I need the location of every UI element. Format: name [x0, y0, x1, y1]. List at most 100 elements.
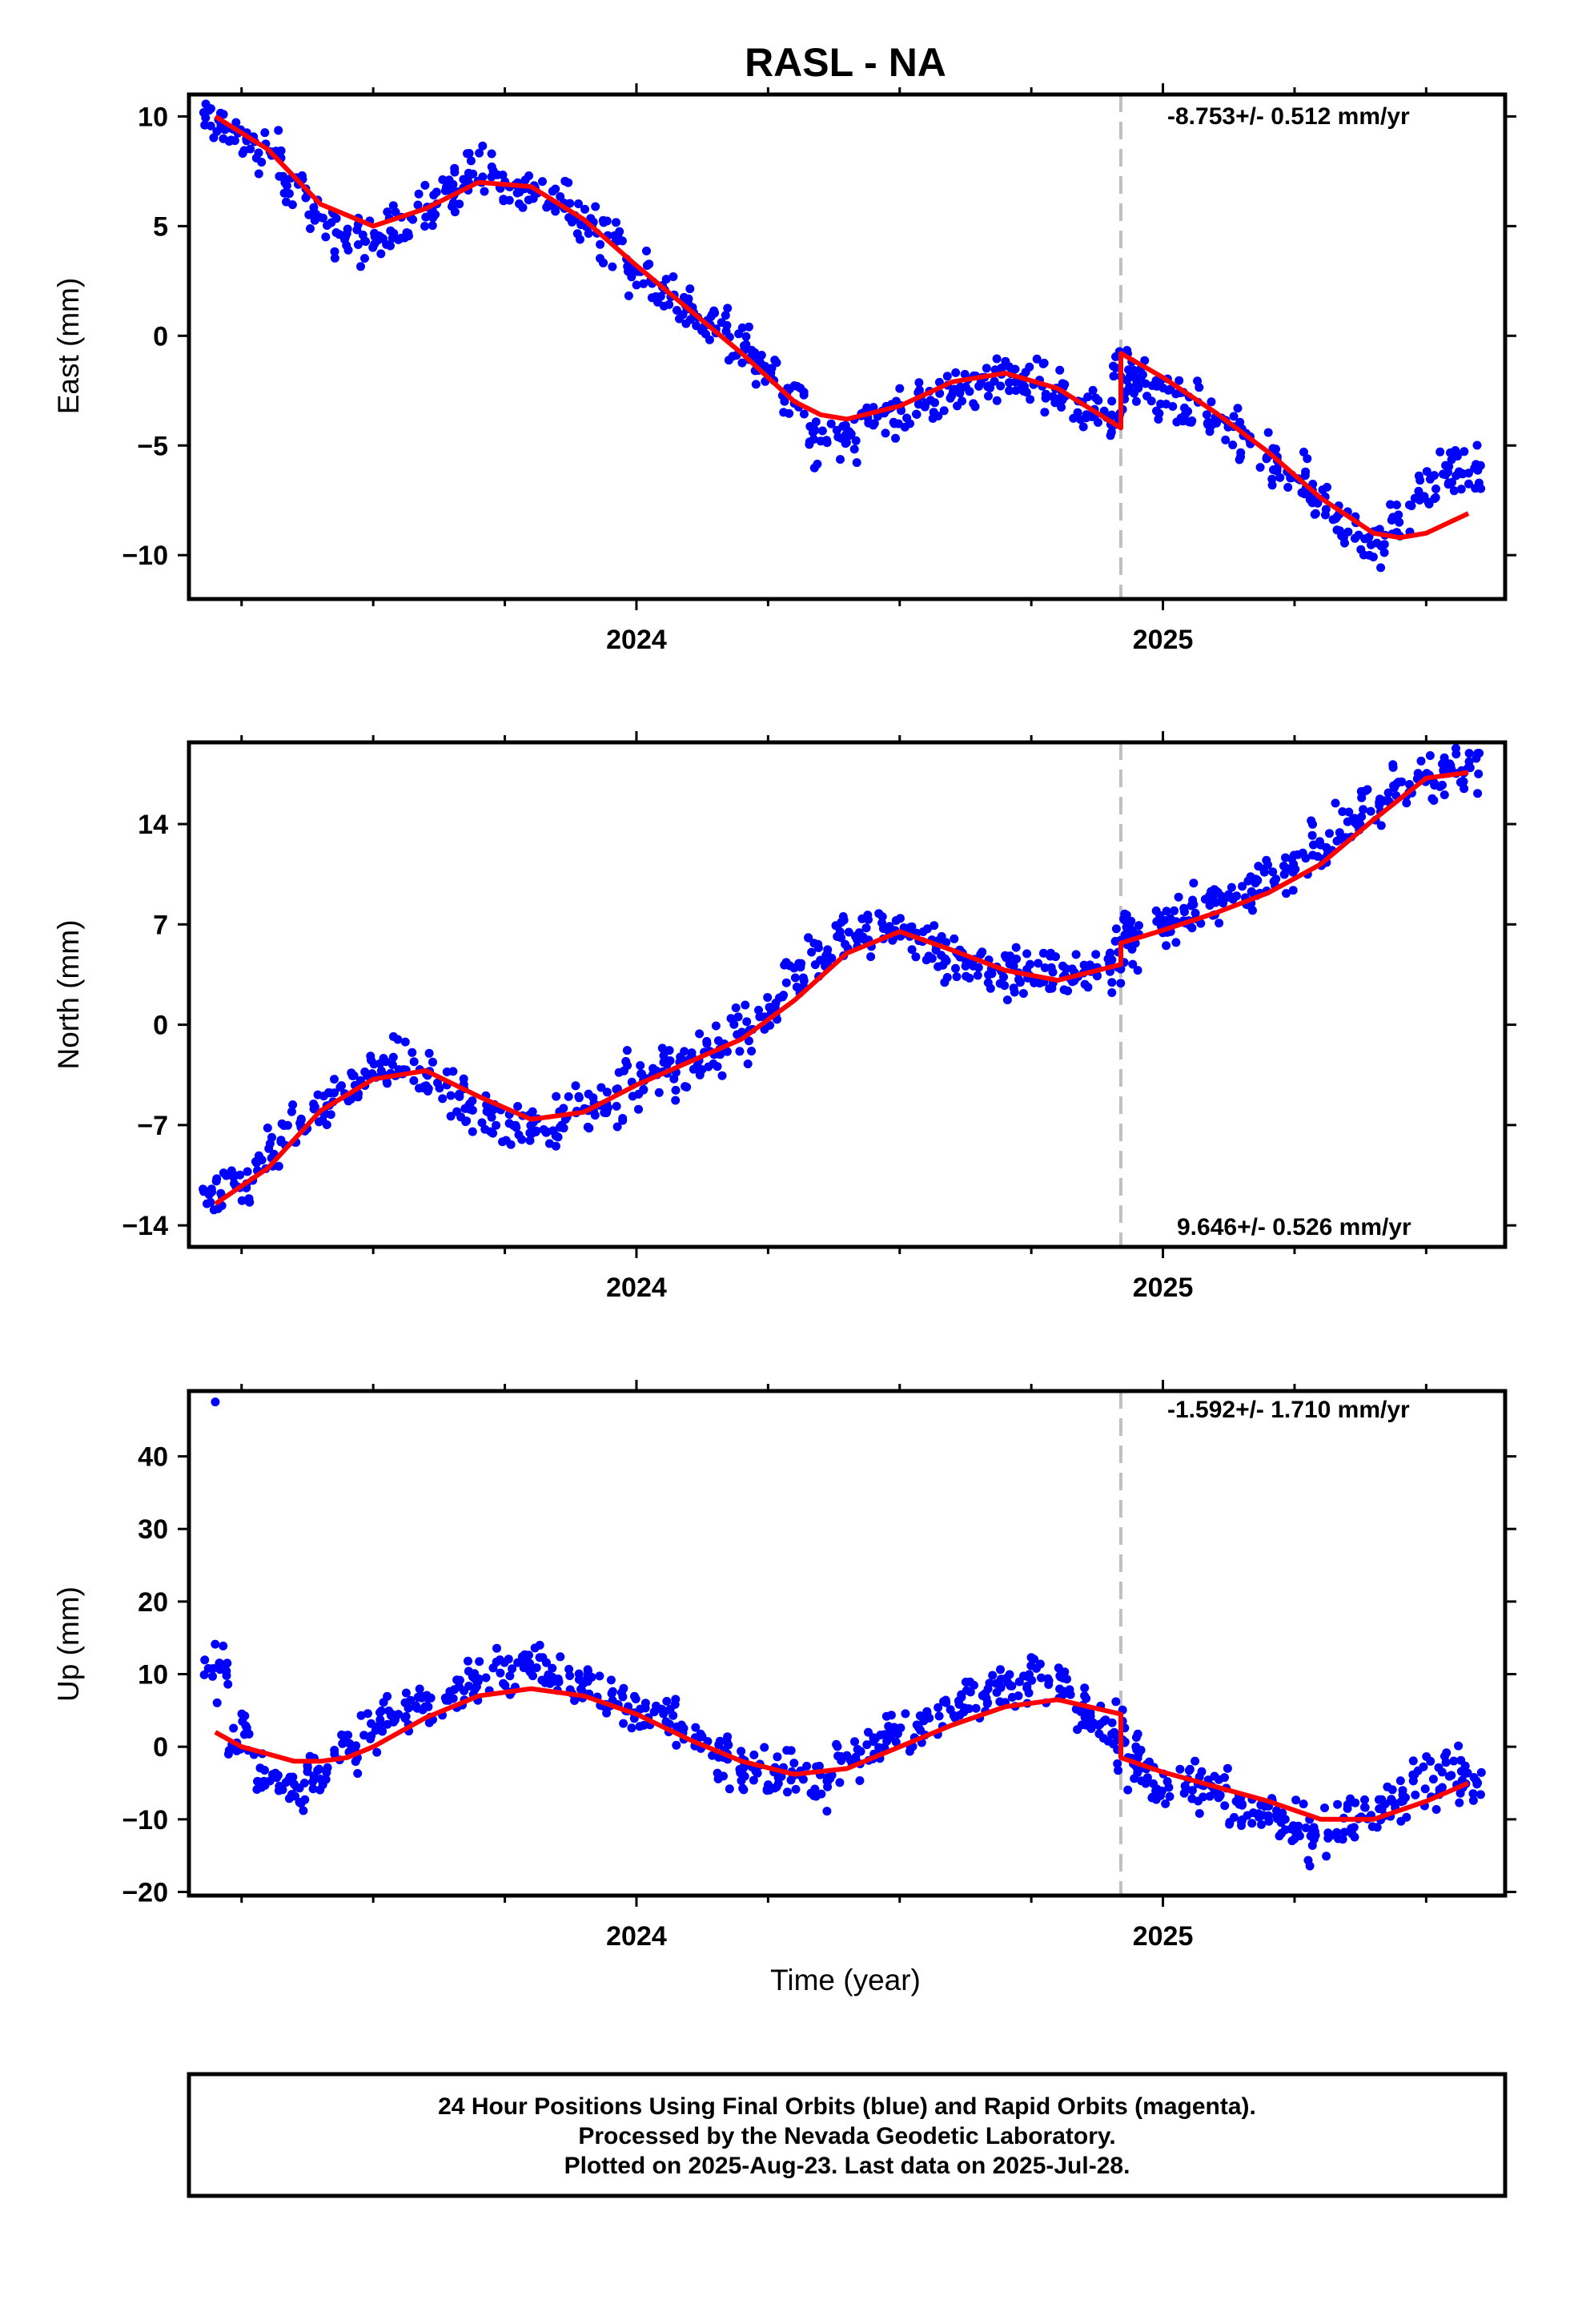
data-point	[826, 419, 836, 428]
data-point	[779, 408, 789, 417]
data-point	[665, 1056, 675, 1065]
data-point	[1018, 989, 1028, 998]
data-point	[356, 262, 365, 271]
data-point	[1425, 751, 1435, 760]
data-point	[309, 1104, 319, 1114]
data-point	[907, 945, 917, 955]
data-point	[760, 1743, 769, 1752]
data-point	[1360, 1795, 1369, 1804]
data-point	[454, 1682, 464, 1691]
plot-frame	[187, 1389, 1508, 1898]
data-point	[798, 1775, 808, 1784]
data-point	[1424, 499, 1434, 509]
data-point	[363, 1709, 372, 1719]
data-point	[608, 262, 617, 271]
data-point	[1456, 485, 1466, 494]
data-point	[1130, 1774, 1139, 1783]
data-point	[1347, 815, 1357, 825]
data-point	[874, 1743, 884, 1752]
data-point	[689, 1064, 698, 1074]
data-point	[359, 1731, 369, 1740]
data-point	[786, 1775, 796, 1785]
data-point	[1438, 469, 1447, 479]
data-point	[590, 1111, 600, 1120]
data-point	[1129, 365, 1138, 375]
data-point	[388, 1052, 398, 1062]
data-point	[1188, 895, 1198, 905]
data-point	[1001, 951, 1010, 960]
data-point	[552, 1092, 561, 1101]
data-point	[1411, 1790, 1420, 1799]
data-point	[990, 376, 999, 386]
y-tick-label: −10	[122, 541, 168, 571]
data-point	[765, 1020, 775, 1030]
data-point	[424, 1702, 433, 1711]
data-point	[654, 1088, 664, 1097]
data-point	[915, 1711, 925, 1720]
data-point	[450, 163, 460, 173]
data-point	[671, 1096, 681, 1105]
data-point	[212, 127, 222, 136]
data-point	[323, 221, 331, 230]
data-point	[583, 1677, 592, 1687]
data-point	[599, 258, 608, 267]
data-point	[1443, 764, 1452, 773]
data-point	[480, 187, 489, 196]
data-point	[1026, 959, 1035, 969]
rate-label-north: 9.646+/- 0.526 mm/yr	[1177, 1214, 1411, 1240]
data-point	[1152, 381, 1162, 391]
data-point	[1386, 500, 1395, 509]
data-point	[1120, 915, 1129, 925]
data-point	[822, 1807, 832, 1816]
data-point	[572, 229, 582, 239]
data-point	[564, 1664, 574, 1674]
data-point	[1080, 979, 1090, 989]
data-point	[986, 983, 995, 993]
data-point	[1038, 948, 1048, 958]
data-point	[387, 233, 397, 243]
data-point	[817, 426, 827, 436]
data-point	[1251, 875, 1261, 884]
data-point	[203, 1663, 213, 1673]
data-point	[951, 963, 960, 973]
data-point	[1015, 978, 1025, 987]
data-point	[461, 1117, 471, 1127]
data-point	[1026, 395, 1035, 404]
data-point	[308, 1784, 318, 1794]
data-point	[488, 1128, 498, 1138]
data-point	[387, 1060, 397, 1069]
data-point	[735, 1764, 745, 1774]
data-point	[779, 991, 789, 1000]
y-tick-label: 10	[138, 102, 168, 132]
data-point	[749, 1750, 759, 1759]
data-point	[1140, 356, 1150, 365]
data-point	[773, 1752, 782, 1762]
data-point	[1211, 898, 1220, 907]
data-point	[1223, 1763, 1232, 1773]
footer-frame	[187, 2072, 1508, 2198]
data-point	[1404, 501, 1414, 509]
data-point	[211, 1176, 221, 1186]
data-point	[1431, 1805, 1441, 1814]
data-point	[1287, 854, 1296, 863]
data-point	[1011, 943, 1021, 952]
data-point	[553, 1132, 563, 1142]
data-point	[596, 1083, 606, 1092]
data-point	[1091, 950, 1101, 959]
data-point	[1360, 534, 1370, 544]
data-point	[838, 421, 848, 431]
data-point	[992, 354, 1002, 364]
data-point	[1300, 471, 1310, 480]
data-point	[455, 199, 464, 209]
data-point	[232, 1746, 242, 1755]
model-line	[214, 1686, 1470, 1822]
data-point	[1174, 892, 1183, 902]
data-point	[1107, 978, 1117, 987]
data-point	[361, 237, 371, 246]
data-point	[1205, 1791, 1215, 1801]
data-point	[1395, 1776, 1405, 1786]
y-tick-label: 7	[153, 910, 168, 940]
data-point	[1187, 1786, 1197, 1795]
data-point	[1447, 1771, 1456, 1780]
data-point	[200, 1655, 210, 1665]
